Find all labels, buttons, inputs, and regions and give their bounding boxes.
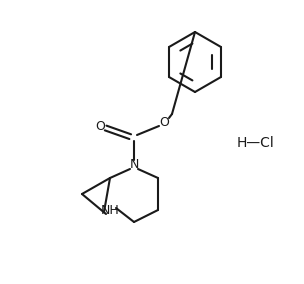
Text: O: O (95, 120, 105, 133)
Text: N: N (129, 158, 139, 172)
Text: NH: NH (101, 204, 119, 216)
Text: H—Cl: H—Cl (236, 136, 274, 150)
Text: O: O (159, 116, 169, 128)
